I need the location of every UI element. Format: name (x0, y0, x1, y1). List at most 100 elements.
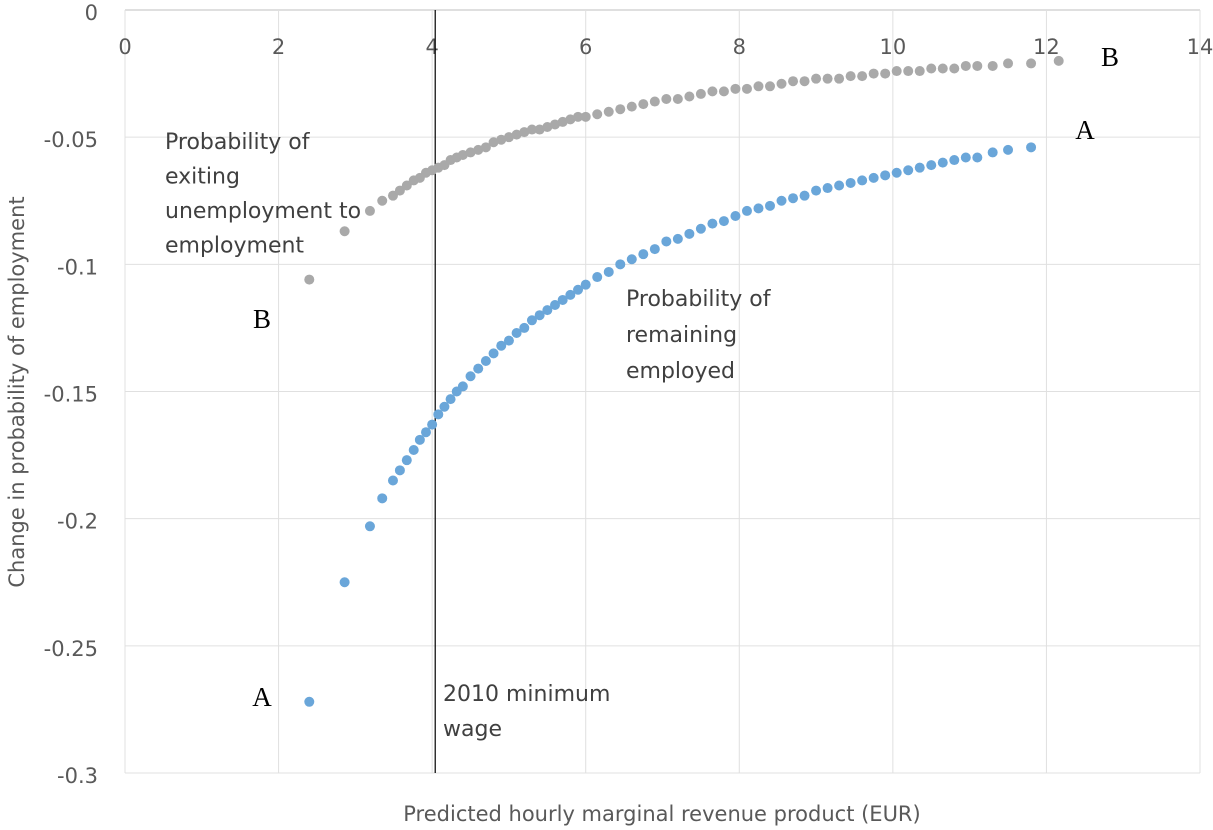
reference-label: wage (443, 717, 502, 742)
data-point (480, 355, 491, 366)
data-point (542, 121, 553, 132)
y-tick-label: -0.3 (57, 764, 98, 788)
data-point (565, 289, 576, 300)
data-point (445, 394, 456, 405)
data-point (377, 493, 388, 504)
data-point (765, 200, 775, 211)
x-tick-label: 2 (272, 35, 285, 59)
data-point (387, 475, 398, 486)
data-point (903, 165, 914, 176)
series-label: Probability of (626, 287, 772, 312)
data-point (914, 66, 925, 77)
data-point (377, 195, 388, 206)
data-point (1003, 58, 1014, 69)
data-point (753, 81, 764, 92)
data-point (465, 371, 476, 382)
data-point (557, 294, 568, 305)
data-point (845, 71, 856, 82)
data-point (822, 73, 833, 84)
data-point (1003, 144, 1014, 155)
x-tick-label: 12 (1033, 35, 1060, 59)
data-point (891, 66, 902, 77)
data-point (718, 86, 729, 97)
data-point (707, 218, 718, 229)
data-point (972, 60, 983, 71)
data-point (615, 104, 626, 115)
data-point (857, 71, 868, 82)
data-point (427, 419, 438, 430)
data-point (573, 111, 584, 122)
data-point (672, 233, 683, 244)
data-point (565, 114, 576, 125)
data-point (730, 211, 741, 222)
data-point (638, 249, 649, 260)
data-point (304, 274, 315, 285)
data-point (592, 109, 603, 120)
data-point (480, 142, 491, 153)
series-label: employment (165, 234, 304, 259)
y-tick-label: -0.2 (57, 510, 98, 534)
data-point (304, 696, 315, 707)
series-label: employed (626, 359, 735, 384)
data-point (1026, 142, 1037, 153)
data-point (519, 127, 530, 138)
data-point (364, 205, 375, 216)
data-point (718, 216, 729, 227)
end-label: A (1075, 115, 1095, 145)
data-point (937, 157, 948, 168)
data-point (776, 78, 787, 89)
data-point (457, 149, 468, 160)
data-point (799, 76, 810, 87)
end-label: B (1101, 42, 1119, 72)
data-point (615, 259, 626, 270)
data-point (834, 180, 845, 191)
y-tick-label: -0.25 (44, 637, 98, 661)
data-point (776, 195, 787, 206)
data-point (707, 86, 718, 97)
data-point (1053, 55, 1064, 66)
data-point (557, 116, 568, 127)
data-point (387, 190, 398, 201)
data-point (649, 96, 660, 107)
data-point (580, 111, 591, 122)
data-point (937, 63, 948, 74)
data-point (473, 144, 484, 155)
data-point (550, 119, 560, 130)
end-label: B (253, 304, 271, 334)
data-point (496, 340, 507, 351)
data-point (603, 106, 614, 117)
data-point (741, 83, 752, 94)
data-point (926, 63, 937, 74)
data-point (684, 228, 695, 239)
data-point (914, 162, 925, 173)
series-label: unemployment to (165, 199, 361, 224)
data-point (1026, 58, 1037, 69)
data-point (638, 99, 649, 110)
x-tick-label: 8 (733, 35, 746, 59)
data-point (526, 124, 537, 135)
data-point (730, 83, 741, 94)
data-point (799, 190, 810, 201)
data-point (421, 427, 431, 438)
data-point (926, 160, 937, 171)
data-point (580, 279, 591, 290)
data-point (987, 147, 998, 158)
data-point (439, 401, 450, 412)
data-point (903, 66, 914, 77)
data-point (339, 226, 350, 237)
data-point (465, 147, 476, 158)
data-point (488, 348, 499, 359)
data-point (741, 205, 752, 216)
data-point (414, 434, 425, 445)
data-point (695, 88, 706, 99)
data-point (788, 193, 799, 204)
data-point (822, 183, 833, 194)
series-label: remaining (626, 323, 737, 348)
x-tick-label: 4 (425, 35, 438, 59)
data-point (880, 68, 891, 79)
data-point (534, 310, 545, 321)
data-point (496, 134, 507, 145)
data-point (626, 101, 637, 112)
data-point (339, 577, 350, 588)
